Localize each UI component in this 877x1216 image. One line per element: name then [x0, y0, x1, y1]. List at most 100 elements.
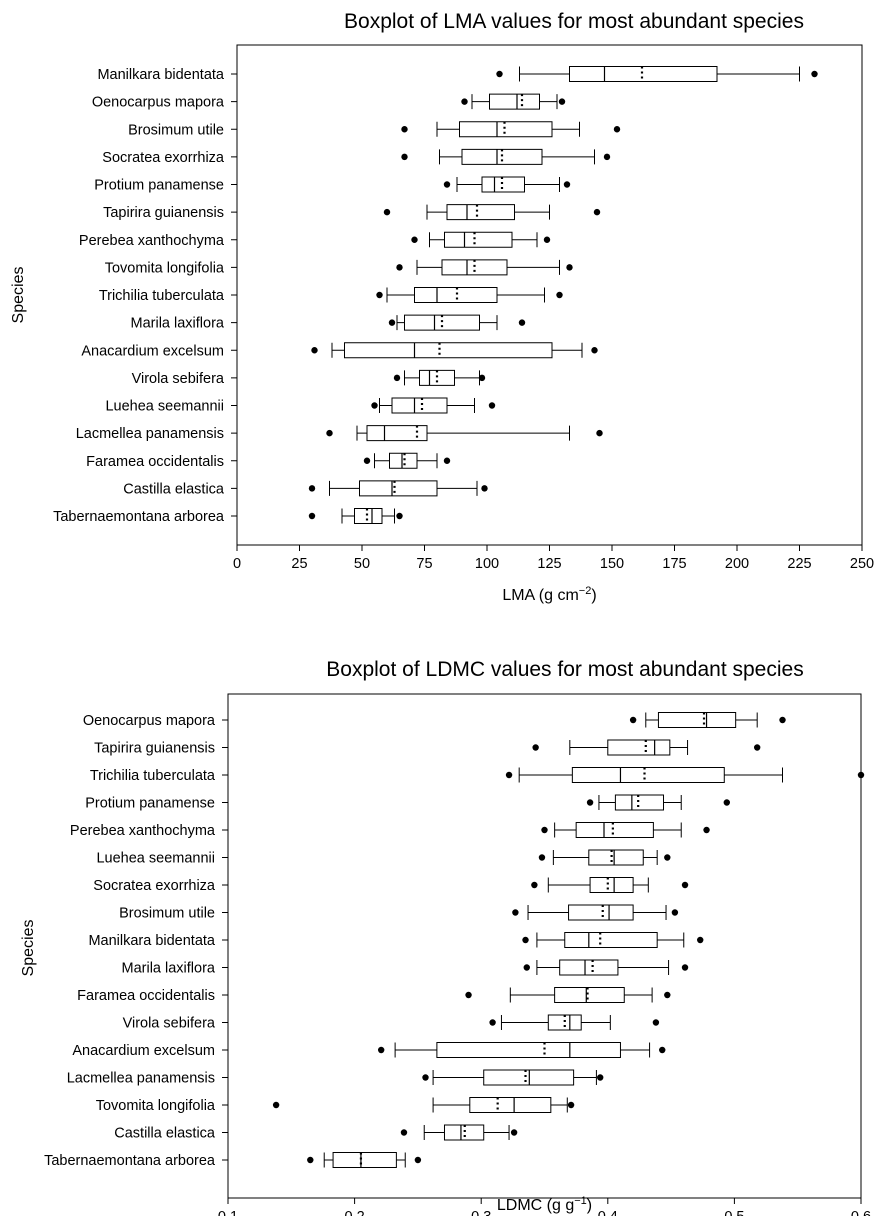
outlier-point — [811, 70, 818, 78]
species-label: Socratea exorrhiza — [93, 878, 216, 894]
outlier-point — [664, 854, 671, 861]
outlier-point — [681, 881, 689, 889]
outlier-point — [363, 457, 371, 464]
box-faramea-occidentalis: Faramea occidentalis — [77, 987, 671, 1004]
outlier-point — [396, 512, 403, 520]
outlier-point — [566, 264, 573, 271]
x-tick-label: 100 — [475, 556, 499, 572]
chart-title: Boxplot of LMA values for most abundant … — [344, 10, 804, 33]
x-axis-label: LDMC (g g−1) — [497, 1195, 592, 1214]
outlier-point — [401, 126, 408, 133]
species-label: Lacmellea panamensis — [67, 1071, 215, 1087]
box-tapirira-guianensis: Tapirira guianensis — [94, 739, 761, 757]
box-oenocarpus-mapora: Oenocarpus mapora — [83, 712, 786, 729]
outlier-point — [697, 936, 704, 944]
outlier-point — [556, 291, 563, 299]
box-faramea-occidentalis: Faramea occidentalis — [86, 452, 451, 470]
box-tapirira-guianensis: Tapirira guianensis — [103, 204, 601, 221]
species-label: Manilkara bidentata — [88, 933, 215, 949]
outlier-point — [586, 799, 594, 806]
species-label: Faramea occidentalis — [77, 988, 215, 1004]
box-iqr — [359, 480, 438, 497]
outlier-point — [272, 1101, 280, 1109]
species-label: Socratea exorrhiza — [102, 150, 225, 166]
box-iqr — [332, 1152, 397, 1168]
box-iqr — [483, 1069, 575, 1086]
box-marila-laxiflora: Marila laxiflora — [122, 959, 689, 977]
species-label: Luehea seemannii — [105, 399, 224, 415]
box-perebea-xanthochyma: Perebea xanthochyma — [79, 231, 551, 249]
box-iqr — [389, 452, 418, 469]
box-protium-panamense: Protium panamense — [94, 176, 571, 194]
species-label: Manilkara bidentata — [97, 67, 224, 83]
x-tick-label: 0.2 — [345, 1209, 365, 1216]
box-iqr — [404, 314, 480, 331]
outlier-point — [510, 1129, 518, 1136]
box-iqr — [657, 712, 737, 728]
x-tick-label: 250 — [850, 556, 874, 572]
species-label: Oenocarpus mapora — [83, 713, 216, 729]
x-tick-label: 225 — [787, 556, 811, 572]
outlier-point — [478, 374, 486, 382]
outlier-point — [308, 512, 316, 520]
x-tick-label: 0.5 — [724, 1209, 744, 1216]
plot-frame — [227, 693, 862, 1199]
outlier-point — [393, 374, 401, 382]
box-iqr — [443, 1124, 485, 1141]
outlier-point — [531, 881, 538, 889]
box-iqr — [419, 369, 455, 386]
outlier-point — [593, 208, 601, 216]
outlier-point — [307, 1156, 314, 1164]
box-iqr — [441, 259, 508, 276]
box-tovomita-longifolia: Tovomita longifolia — [105, 259, 573, 276]
outlier-point — [422, 1074, 429, 1081]
box-trichilia-tuberculata: Trichilia tuberculata — [90, 767, 865, 784]
species-label: Tapirira guianensis — [103, 205, 224, 221]
species-label: Protium panamense — [85, 796, 215, 812]
outlier-point — [522, 936, 529, 944]
x-tick-label: 0.6 — [851, 1209, 871, 1216]
x-tick-label: 175 — [662, 556, 686, 572]
outlier-point — [613, 126, 621, 133]
species-label: Brosimum utile — [119, 906, 215, 922]
box-iqr — [614, 794, 665, 811]
outlier-point — [443, 457, 451, 464]
box-socratea-exorrhiza: Socratea exorrhiza — [93, 877, 689, 894]
plot-frame — [236, 44, 863, 546]
box-iqr — [489, 93, 540, 110]
box-iqr — [547, 1014, 582, 1031]
box-brosimum-utile: Brosimum utile — [119, 904, 679, 922]
x-tick-label: 0.1 — [218, 1209, 238, 1216]
species-label: Marila laxiflora — [131, 316, 225, 332]
box-iqr — [461, 148, 543, 165]
x-tick-label: 150 — [600, 556, 624, 572]
outlier-point — [652, 1019, 660, 1026]
outlier-point — [664, 991, 671, 999]
outlier-point — [567, 1101, 575, 1109]
x-tick-label: 0 — [233, 556, 241, 572]
species-label: Tabernaemontana arborea — [53, 509, 225, 525]
outlier-point — [591, 347, 598, 354]
chart-panel-1: Boxplot of LMA values for most abundant … — [10, 10, 874, 604]
outlier-point — [371, 402, 378, 409]
box-brosimum-utile: Brosimum utile — [128, 121, 621, 138]
outlier-point — [308, 485, 316, 492]
outlier-point — [603, 153, 611, 161]
x-tick-label: 75 — [416, 556, 432, 572]
outlier-point — [505, 771, 513, 779]
box-tabernaemontana-arborea: Tabernaemontana arborea — [44, 1152, 422, 1169]
box-iqr — [366, 425, 428, 442]
box-iqr — [607, 739, 671, 756]
outlier-point — [596, 429, 603, 437]
outlier-point — [753, 744, 761, 751]
outlier-point — [311, 347, 318, 354]
box-iqr — [391, 397, 448, 414]
box-iqr — [575, 822, 654, 838]
box-iqr — [444, 231, 513, 248]
box-perebea-xanthochyma: Perebea xanthochyma — [70, 822, 710, 839]
box-iqr — [414, 287, 498, 303]
outlier-point — [461, 98, 468, 105]
outlier-point — [671, 909, 679, 916]
outlier-point — [518, 319, 526, 326]
